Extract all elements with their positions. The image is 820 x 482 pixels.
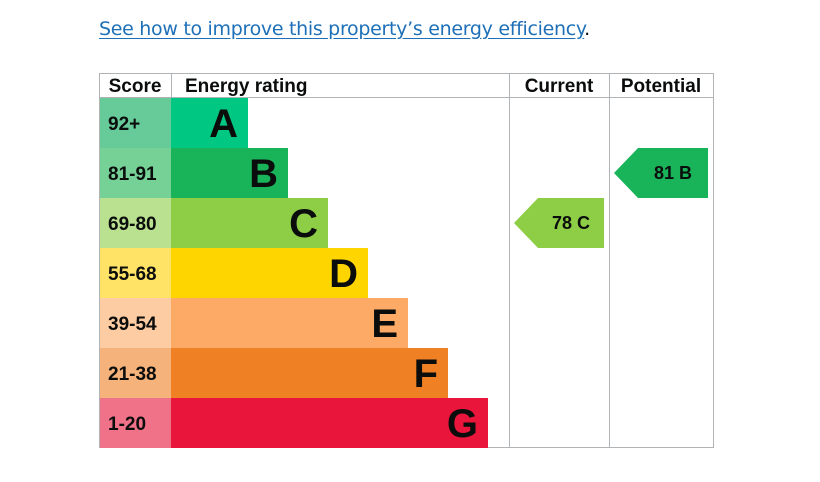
score-label: 55-68 [108, 264, 157, 285]
band-row-d: 55-68 D [100, 248, 368, 298]
score-cell [100, 198, 171, 248]
header-energy-rating: Energy rating [185, 76, 307, 97]
rating-bar [171, 348, 448, 398]
score-cell [100, 348, 171, 398]
rating-bar [171, 198, 328, 248]
band-letter: B [249, 152, 278, 196]
score-label: 69-80 [108, 214, 157, 235]
current-rating-arrow-label: 78 C [552, 213, 590, 233]
header-current: Current [525, 76, 594, 97]
current-rating-arrow-shape [514, 198, 604, 248]
score-cell [100, 298, 171, 348]
band-letter: E [371, 302, 398, 346]
score-label: 39-54 [108, 314, 157, 335]
band-letter: A [209, 102, 238, 146]
score-label: 92+ [108, 114, 140, 135]
rating-bar [171, 98, 248, 148]
score-cell [100, 98, 171, 148]
rating-bar [171, 148, 288, 198]
band-row-e: 39-54 E [100, 298, 408, 348]
band-letter: D [329, 252, 358, 296]
band-row-b: 81-91 B [100, 148, 288, 198]
score-label: 1-20 [108, 414, 146, 435]
score-cell [100, 148, 171, 198]
band-letter: C [289, 202, 318, 246]
rating-bar [171, 298, 408, 348]
band-row-c: 69-80 C [100, 198, 328, 248]
score-cell [100, 248, 171, 298]
score-cell [100, 398, 171, 448]
table-headers: Score Energy rating Current Potential [109, 76, 702, 97]
band-letter: F [414, 352, 438, 396]
improve-efficiency-link[interactable]: See how to improve this property’s energ… [99, 18, 585, 40]
score-label: 21-38 [108, 364, 157, 385]
current-rating-arrow: 78 C [514, 198, 604, 248]
header-potential: Potential [621, 76, 701, 97]
score-label: 81-91 [108, 164, 157, 185]
potential-rating-arrow: 81 B [614, 148, 708, 198]
rating-bands: 92+ A 81-91 B 69-80 C 55-68 D 39-54 E 21-38 F 1-20 G [100, 98, 488, 448]
potential-rating-arrow-shape [614, 148, 708, 198]
band-row-g: 1-20 G [100, 398, 488, 448]
rating-bar [171, 248, 368, 298]
rating-bar [171, 398, 488, 448]
rating-arrows: 78 C 81 B [514, 148, 708, 248]
link-trailing-period: . [584, 18, 590, 40]
potential-rating-arrow-label: 81 B [654, 163, 692, 183]
band-letter: G [447, 402, 478, 446]
improve-efficiency-text: See how to improve this property’s energ… [99, 18, 590, 40]
band-row-a: 92+ A [100, 98, 248, 148]
band-row-f: 21-38 F [100, 348, 448, 398]
header-score: Score [109, 76, 162, 97]
